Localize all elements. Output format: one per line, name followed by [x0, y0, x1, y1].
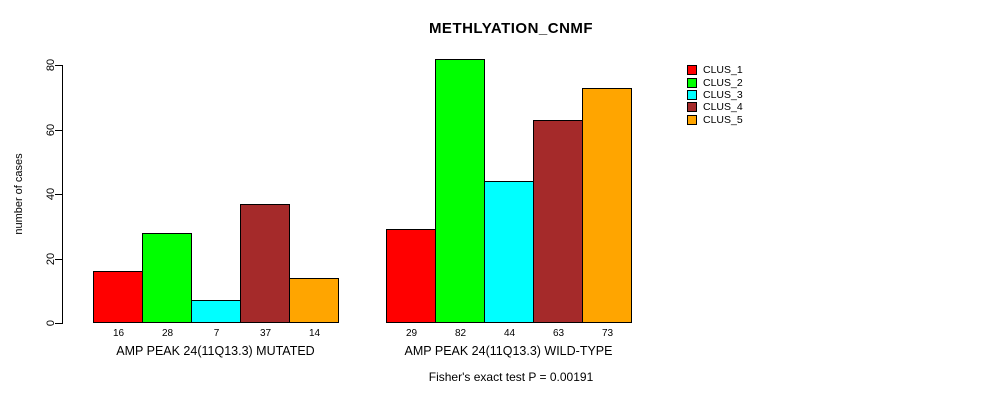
chart-title: METHLYATION_CNMF — [428, 20, 594, 37]
y-tick-label-20: 20 — [45, 252, 57, 265]
legend-label-clus_3: CLUS_3 — [703, 88, 743, 101]
legend-swatch-clus_5 — [687, 114, 697, 125]
bar-value-clus_1-group2: 29 — [405, 328, 418, 339]
legend: CLUS_1 CLUS_2 CLUS_3 CLUS_4 CLUS_5 — [687, 64, 807, 126]
bar-clus_1-group1 — [93, 271, 143, 323]
bar-value-clus_1-group1: 16 — [112, 328, 125, 339]
legend-label-clus_1: CLUS_1 — [703, 64, 743, 77]
y-axis-title: number of cases — [13, 153, 25, 235]
y-tick-0 — [55, 323, 62, 324]
legend-item-clus_3: CLUS_3 — [687, 89, 807, 101]
legend-item-clus_1: CLUS_1 — [687, 64, 807, 76]
bar-value-clus_2-group1: 28 — [161, 328, 174, 339]
fisher-test-annotation: Fisher's exact test P = 0.00191 — [428, 370, 594, 384]
y-tick-60 — [55, 129, 62, 131]
y-axis-line — [62, 65, 63, 324]
legend-label-clus_2: CLUS_2 — [703, 76, 743, 89]
bar-clus_3-group1 — [191, 300, 241, 323]
bar-clus_5-group2 — [582, 88, 632, 323]
y-tick-40 — [55, 194, 62, 195]
bar-value-clus_5-group1: 14 — [308, 328, 321, 339]
group-label-wild-type: AMP PEAK 24(11Q13.3) WILD-TYPE — [404, 344, 613, 358]
y-tick-label-0: 0 — [45, 319, 57, 327]
y-tick-label-60: 60 — [45, 123, 57, 136]
legend-swatch-clus_3 — [687, 89, 697, 100]
bar-value-clus_3-group1: 7 — [213, 328, 220, 339]
bar-value-clus_3-group2: 44 — [503, 328, 516, 339]
bar-value-clus_5-group2: 73 — [601, 328, 614, 339]
y-tick-label-80: 80 — [45, 58, 57, 72]
legend-label-clus_4: CLUS_4 — [703, 101, 743, 114]
bar-clus_1-group2 — [386, 229, 436, 323]
legend-item-clus_4: CLUS_4 — [687, 101, 807, 113]
bar-value-clus_4-group1: 37 — [259, 328, 272, 339]
bar-clus_4-group2 — [533, 120, 583, 323]
bar-clus_2-group1 — [142, 233, 192, 323]
bar-clus_3-group2 — [484, 181, 534, 323]
bar-clus_2-group2 — [435, 59, 485, 323]
bar-value-clus_2-group2: 82 — [454, 328, 467, 339]
y-tick-20 — [55, 258, 62, 260]
y-tick-80 — [55, 65, 62, 66]
legend-label-clus_5: CLUS_5 — [703, 113, 743, 126]
legend-item-clus_2: CLUS_2 — [687, 76, 807, 89]
legend-item-clus_5: CLUS_5 — [687, 114, 807, 126]
legend-swatch-clus_2 — [687, 77, 697, 88]
bar-value-clus_4-group2: 63 — [552, 328, 565, 339]
group-label-mutated: AMP PEAK 24(11Q13.3) MUTATED — [116, 344, 315, 358]
bar-clus_4-group1 — [240, 204, 290, 323]
y-tick-label-40: 40 — [45, 187, 57, 201]
legend-swatch-clus_4 — [687, 102, 697, 113]
bar-clus_5-group1 — [289, 278, 339, 323]
legend-swatch-clus_1 — [687, 65, 697, 76]
